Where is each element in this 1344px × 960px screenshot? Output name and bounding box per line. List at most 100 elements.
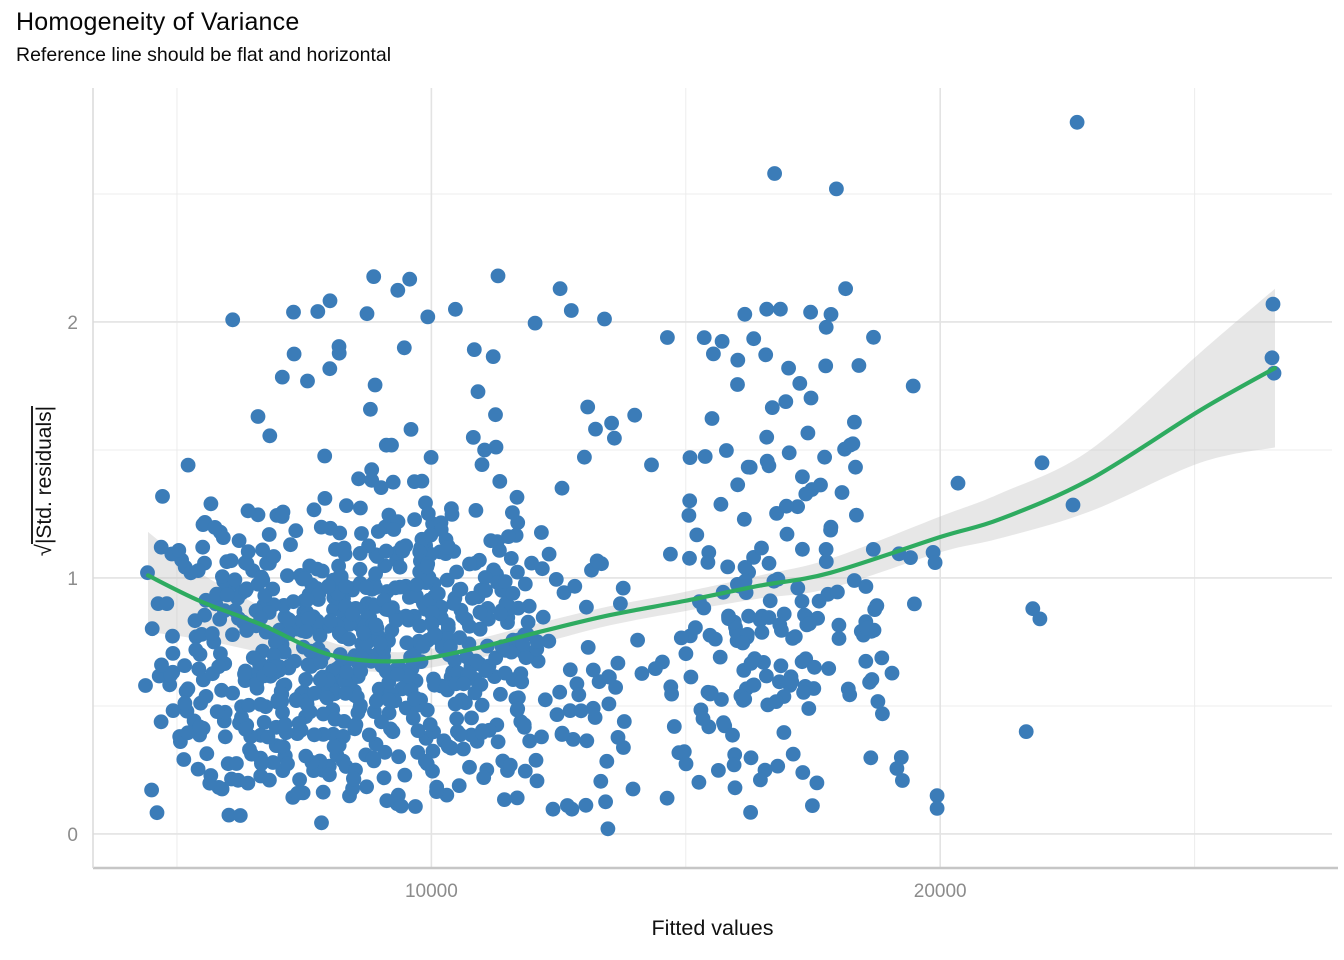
scatter-point: [300, 611, 316, 627]
scatter-point: [183, 565, 199, 581]
scatter-point: [630, 632, 645, 648]
scatter-point: [452, 630, 468, 646]
scatter-point: [492, 474, 508, 489]
scatter-point: [534, 729, 549, 745]
scatter-point: [696, 330, 712, 345]
scatter-point: [627, 407, 643, 423]
scatter-point-notable: [781, 360, 796, 376]
scatter-point: [478, 583, 493, 598]
scatter-point: [407, 691, 422, 707]
scatter-point: [229, 756, 244, 771]
scatter-point: [165, 646, 181, 661]
scatter-point: [351, 471, 366, 487]
scatter-point: [447, 696, 463, 712]
scatter-point: [211, 659, 227, 674]
scatter-point: [151, 668, 167, 684]
scatter-point: [359, 779, 374, 795]
scatter-point: [781, 445, 797, 461]
scatter-point: [399, 635, 415, 651]
chart-title: Homogeneity of Variance: [16, 8, 300, 36]
scatter-point: [743, 750, 759, 766]
scatter-point: [275, 705, 290, 720]
scatter-point: [385, 724, 401, 740]
scatter-point: [378, 543, 394, 559]
scatter-point: [493, 606, 508, 622]
scatter-point: [462, 759, 477, 775]
scatter-point: [736, 511, 752, 527]
scatter-point: [497, 792, 512, 807]
scatter-point: [419, 559, 435, 575]
scatter-point: [356, 625, 371, 641]
scatter-point: [312, 628, 328, 644]
scatter-point-notable: [929, 788, 945, 803]
scatter-point: [422, 717, 438, 732]
scatter-point: [488, 439, 504, 455]
scatter-point-notable: [759, 301, 775, 317]
scatter-point: [262, 772, 277, 788]
scatter-point: [270, 692, 286, 707]
scatter-point: [743, 805, 758, 820]
scatter-point: [795, 541, 810, 557]
scatter-point: [593, 773, 609, 789]
scatter-point: [280, 756, 295, 772]
scatter-point: [737, 560, 753, 575]
scatter-point: [730, 477, 746, 493]
scatter-point: [514, 674, 530, 690]
scatter-point: [488, 407, 503, 423]
scatter-point: [385, 474, 401, 490]
scatter-point: [541, 633, 557, 649]
scatter-point: [682, 450, 698, 465]
scatter-point: [177, 695, 193, 711]
scatter-point: [761, 555, 777, 571]
scatter-point: [488, 650, 504, 666]
scatter-point: [470, 384, 486, 400]
scatter-point: [588, 421, 603, 437]
scatter-point: [805, 798, 820, 813]
scatter-point: [770, 758, 786, 774]
scatter-point: [239, 623, 255, 638]
scatter-point: [702, 686, 718, 702]
scatter-point: [903, 550, 918, 565]
scatter-point: [813, 477, 828, 493]
scatter-point: [602, 669, 617, 685]
scatter-point: [237, 666, 252, 682]
scatter-point: [840, 681, 856, 697]
scatter-point: [266, 549, 282, 564]
scatter-point: [678, 756, 694, 772]
scatter-point: [327, 711, 343, 727]
scatter-point: [368, 617, 384, 633]
scatter-point: [376, 770, 392, 786]
scatter-point: [314, 563, 330, 579]
scatter-point: [577, 449, 592, 465]
scatter-point: [322, 361, 338, 377]
scatter-point: [429, 784, 444, 799]
scatter-point: [541, 546, 557, 562]
scatter-point: [253, 697, 268, 712]
scatter-point-notable: [552, 281, 568, 297]
scatter-point: [490, 734, 506, 750]
scatter-point: [691, 774, 707, 790]
scatter-point: [204, 626, 220, 641]
scatter-point: [743, 656, 759, 671]
scatter-point: [407, 474, 422, 489]
scatter-point: [423, 615, 439, 631]
scatter-point: [719, 443, 734, 458]
scatter-point: [565, 732, 581, 747]
scatter-point: [323, 613, 339, 629]
scatter-points: [138, 114, 1282, 837]
scatter-point: [275, 504, 291, 520]
scatter-point: [779, 526, 795, 542]
scatter-point: [580, 399, 596, 415]
scatter-point: [240, 775, 256, 791]
scatter-point: [787, 629, 803, 644]
scatter-point: [262, 662, 278, 678]
scatter-point: [707, 631, 723, 647]
scatter-point: [192, 719, 208, 735]
scatter-point: [683, 669, 699, 685]
scatter-point: [274, 739, 289, 755]
scatter-point: [217, 729, 233, 745]
chart-subtitle: Reference line should be flat and horizo…: [16, 44, 392, 66]
scatter-point: [859, 620, 875, 636]
scatter-point: [740, 459, 756, 475]
scatter-point: [319, 690, 335, 706]
